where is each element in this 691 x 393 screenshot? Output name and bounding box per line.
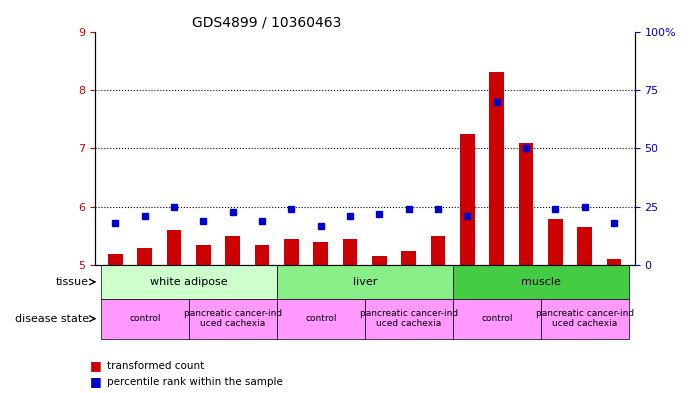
Bar [255,245,269,265]
FancyBboxPatch shape [453,265,629,299]
Text: pancreatic cancer-ind
uced cachexia: pancreatic cancer-ind uced cachexia [184,309,282,329]
FancyBboxPatch shape [189,299,277,339]
Text: pancreatic cancer-ind
uced cachexia: pancreatic cancer-ind uced cachexia [360,309,458,329]
FancyBboxPatch shape [101,265,277,299]
Bar [108,253,123,265]
Bar [138,248,152,265]
Bar [430,236,446,265]
Bar [607,259,621,265]
Text: tissue: tissue [56,277,89,287]
Text: control: control [129,314,160,323]
Bar [343,239,357,265]
Bar [489,72,504,265]
Bar [401,251,416,265]
FancyBboxPatch shape [277,299,365,339]
Text: GDS4899 / 10360463: GDS4899 / 10360463 [192,15,341,29]
Text: control: control [305,314,337,323]
FancyBboxPatch shape [365,299,453,339]
Bar [284,239,299,265]
Text: ■: ■ [90,360,102,373]
Bar [225,236,240,265]
FancyBboxPatch shape [277,265,453,299]
Text: pancreatic cancer-ind
uced cachexia: pancreatic cancer-ind uced cachexia [536,309,634,329]
Bar [196,245,211,265]
Text: disease state: disease state [15,314,89,324]
FancyBboxPatch shape [541,299,629,339]
Bar [314,242,328,265]
Text: transformed count: transformed count [107,362,205,371]
FancyBboxPatch shape [101,299,189,339]
Text: muscle: muscle [521,277,560,287]
Text: white adipose: white adipose [150,277,227,287]
Bar [548,219,562,265]
FancyBboxPatch shape [453,299,541,339]
Text: liver: liver [352,277,377,287]
Bar [460,134,475,265]
Bar [372,257,387,265]
Bar [578,227,592,265]
Text: ■: ■ [90,375,102,388]
Text: control: control [481,314,513,323]
Text: percentile rank within the sample: percentile rank within the sample [107,377,283,387]
Bar [519,143,533,265]
Bar [167,230,182,265]
